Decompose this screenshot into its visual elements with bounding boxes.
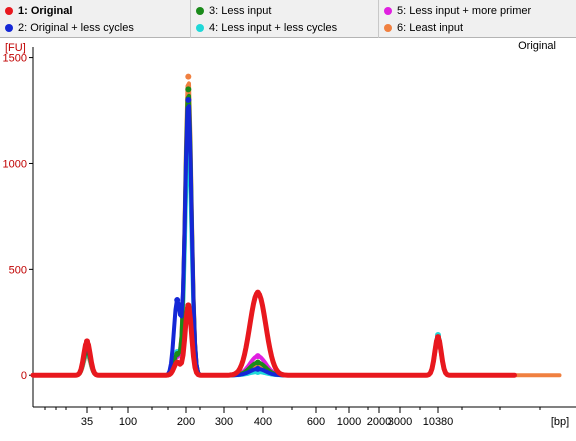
series-line xyxy=(30,290,517,378)
legend-label: 3: Less input xyxy=(209,4,272,17)
y-tick-label: 0 xyxy=(21,370,27,382)
legend-dot-icon xyxy=(196,6,204,15)
legend-dot-icon xyxy=(384,6,392,15)
data-point xyxy=(185,302,192,309)
series-line xyxy=(31,81,562,378)
data-point xyxy=(185,73,192,80)
series-6 xyxy=(31,73,562,378)
legend-item-3[interactable]: 3: Less input xyxy=(196,2,271,19)
x-tick-label: 300 xyxy=(215,416,233,428)
series-4 xyxy=(31,139,517,378)
x-tick-label: 2000 xyxy=(367,416,391,428)
legend-label: 1: Original xyxy=(18,4,73,17)
series-2 xyxy=(31,96,517,378)
data-point xyxy=(185,96,192,103)
y-axis-label: [FU] xyxy=(5,42,26,54)
x-axis-label: [bp] xyxy=(551,416,569,428)
legend-item-5[interactable]: 5: Less input + more primer xyxy=(384,2,531,19)
legend-panel: 1: Original 2: Original + less cycles 3: L… xyxy=(0,0,576,38)
x-tick-label: 35 xyxy=(81,416,93,428)
chart-title: Original xyxy=(518,40,556,52)
plot-area: [FU] Original 0 500 1000 1500 35 100 200 300 400 60… xyxy=(3,40,576,428)
data-point xyxy=(254,353,261,360)
data-point xyxy=(185,86,192,93)
legend-item-1[interactable]: 1: Original xyxy=(5,2,72,19)
x-tick-label: 200 xyxy=(177,416,195,428)
legend-column: 1: Original 2: Original + less cycles xyxy=(0,0,190,38)
legend-dot-icon xyxy=(384,23,392,32)
legend-item-2[interactable]: 2: Original + less cycles xyxy=(5,19,134,36)
data-point xyxy=(174,351,181,358)
legend-dot-icon xyxy=(196,23,204,32)
legend-column: 5: Less input + more primer 6: Least inpu… xyxy=(378,0,576,38)
series-line xyxy=(31,114,517,378)
legend-label: 2: Original + less cycles xyxy=(18,21,134,34)
data-point xyxy=(174,359,181,366)
data-point xyxy=(254,289,261,296)
series-line xyxy=(31,93,517,378)
legend-label: 4: Less input + less cycles xyxy=(209,21,338,34)
series-5 xyxy=(31,107,517,378)
legend-label: 5: Less input + more primer xyxy=(397,4,532,17)
x-tick-label: 400 xyxy=(254,416,272,428)
data-point xyxy=(174,297,181,304)
legend-item-6[interactable]: 6: Least input xyxy=(384,19,463,36)
x-tick-label: 1000 xyxy=(337,416,361,428)
legend-dot-icon xyxy=(5,6,13,15)
electropherogram-chart: [FU] Original 0 500 1000 1500 35 100 200 300 400 60… xyxy=(3,40,576,428)
data-point xyxy=(84,338,90,345)
x-tick-label: 600 xyxy=(307,416,325,428)
legend-column: 3: Less input 4: Less input + less cycles xyxy=(190,0,378,38)
y-tick-label: 500 xyxy=(9,264,27,276)
series-3 xyxy=(31,86,517,378)
series-line xyxy=(31,104,517,378)
y-tick-label: 1000 xyxy=(3,158,27,170)
y-tick-label: 1500 xyxy=(3,53,27,65)
legend-label: 6: Least input xyxy=(397,21,464,34)
data-point xyxy=(435,334,441,341)
series-line xyxy=(31,145,517,378)
x-tick-label: 3000 xyxy=(388,416,412,428)
legend-dot-icon xyxy=(5,23,13,32)
data-point xyxy=(254,359,261,366)
series-1 xyxy=(30,289,517,378)
x-tick-label: 10380 xyxy=(423,416,454,428)
legend-item-4[interactable]: 4: Less input + less cycles xyxy=(196,19,337,36)
data-point xyxy=(254,365,261,372)
x-tick-label: 100 xyxy=(119,416,137,428)
